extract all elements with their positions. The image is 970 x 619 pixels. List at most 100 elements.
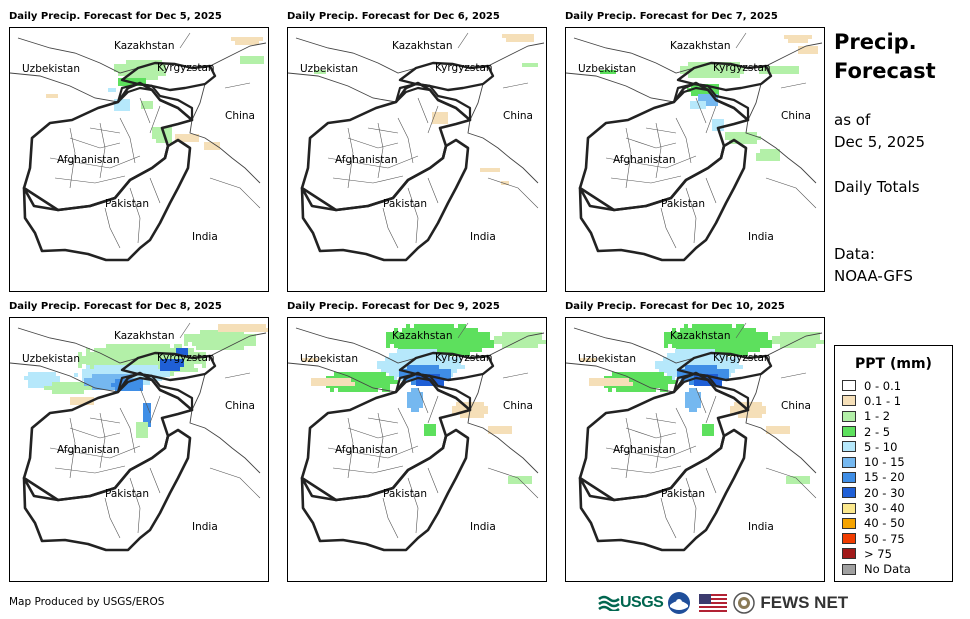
precip-cell xyxy=(114,356,118,360)
precip-cell xyxy=(760,149,764,153)
precip-cell xyxy=(756,336,760,340)
precip-cell xyxy=(464,402,468,406)
precip-cell xyxy=(126,352,130,356)
precip-cell xyxy=(122,68,126,72)
admin-boundary xyxy=(179,322,191,339)
precip-cell xyxy=(342,372,346,376)
precip-cell xyxy=(514,332,518,336)
precip-cell xyxy=(385,369,389,373)
precip-cell xyxy=(126,360,130,364)
precip-cell xyxy=(339,382,343,386)
admin-boundary xyxy=(645,127,677,134)
precip-cell xyxy=(720,119,724,123)
precip-cell xyxy=(446,348,450,352)
precip-cell xyxy=(684,324,688,328)
precip-cell xyxy=(748,340,752,344)
precip-cell xyxy=(179,134,183,138)
precip-cell xyxy=(778,426,782,430)
precip-cell xyxy=(76,382,80,386)
map-label-china: China xyxy=(503,110,533,122)
admin-boundary xyxy=(705,395,717,424)
precip-cell xyxy=(704,66,708,70)
precip-cell xyxy=(705,365,709,369)
precip-cell xyxy=(401,349,405,353)
precip-cell xyxy=(142,348,146,352)
precip-cell xyxy=(445,365,449,369)
admin-boundary xyxy=(502,82,529,89)
precip-cell xyxy=(154,68,158,72)
precip-cell xyxy=(160,363,164,367)
precip-cell xyxy=(411,365,415,369)
admin-boundary xyxy=(347,127,354,189)
precip-cell xyxy=(708,66,712,70)
precip-cell xyxy=(707,361,711,365)
precip-cell xyxy=(482,344,486,348)
precip-cell xyxy=(422,336,426,340)
precip-cell xyxy=(788,340,792,344)
precip-cell xyxy=(802,480,806,484)
precip-cell xyxy=(447,369,451,373)
precip-cell xyxy=(697,404,701,408)
precip-cell xyxy=(70,401,74,405)
afghanistan-outline xyxy=(22,371,194,502)
precip-cell xyxy=(102,369,106,373)
precip-cell xyxy=(82,397,86,401)
precip-cell xyxy=(514,344,518,348)
precip-cell xyxy=(736,74,740,78)
legend-title: PPT (mm) xyxy=(855,356,932,372)
precip-cell xyxy=(110,365,114,369)
precip-cell xyxy=(386,332,390,336)
precip-cell xyxy=(126,107,130,111)
precip-cell xyxy=(414,340,418,344)
precip-cell xyxy=(351,382,355,386)
precip-cell xyxy=(216,346,220,350)
precip-cell xyxy=(748,328,752,332)
precip-cell xyxy=(441,357,445,361)
precip-cell xyxy=(160,139,164,143)
admin-boundary xyxy=(487,177,539,209)
legend-swatch xyxy=(842,380,856,392)
precip-cell xyxy=(252,56,256,60)
precip-cell xyxy=(138,344,142,348)
precip-cell xyxy=(505,181,509,185)
precip-cell xyxy=(454,344,458,348)
precip-cell xyxy=(621,382,625,386)
precip-cell xyxy=(450,336,454,340)
precip-cell xyxy=(764,340,768,344)
precip-cell xyxy=(648,384,652,388)
admin-boundary xyxy=(427,467,439,494)
precip-cell xyxy=(447,373,451,377)
precip-cell xyxy=(175,134,179,138)
precip-cell xyxy=(524,476,528,480)
precip-cell xyxy=(98,356,102,360)
precip-cell xyxy=(92,382,96,386)
precip-cell xyxy=(389,369,393,373)
precip-cell xyxy=(712,119,716,123)
precip-cell xyxy=(330,388,334,392)
precip-cell xyxy=(707,349,711,353)
panel-title: Daily Precip. Forecast for Dec 7, 2025 xyxy=(565,11,778,22)
admin-boundary xyxy=(149,467,161,494)
precip-cell xyxy=(768,344,772,348)
precip-cell xyxy=(798,46,802,50)
precip-cell xyxy=(407,369,411,373)
precip-cell xyxy=(689,365,693,369)
precip-cell xyxy=(190,348,194,352)
precip-cell xyxy=(664,380,668,384)
precip-cell xyxy=(700,344,704,348)
precip-cell xyxy=(714,378,718,382)
precip-cell xyxy=(140,434,144,438)
precip-cell xyxy=(204,330,208,334)
precip-cell xyxy=(434,332,438,336)
precip-cell xyxy=(244,334,248,338)
precip-cell xyxy=(690,101,694,105)
precip-cell xyxy=(240,56,244,60)
precip-cell xyxy=(692,62,696,66)
precip-cell xyxy=(238,328,242,332)
precip-cell xyxy=(770,430,774,434)
precip-cell xyxy=(393,365,397,369)
precip-cell xyxy=(744,336,748,340)
precip-cell xyxy=(122,82,126,86)
map-frame: Kazakhstan Uzbekistan Kyrgyzstan China Afgha… xyxy=(9,317,269,582)
precip-cell xyxy=(732,70,736,74)
